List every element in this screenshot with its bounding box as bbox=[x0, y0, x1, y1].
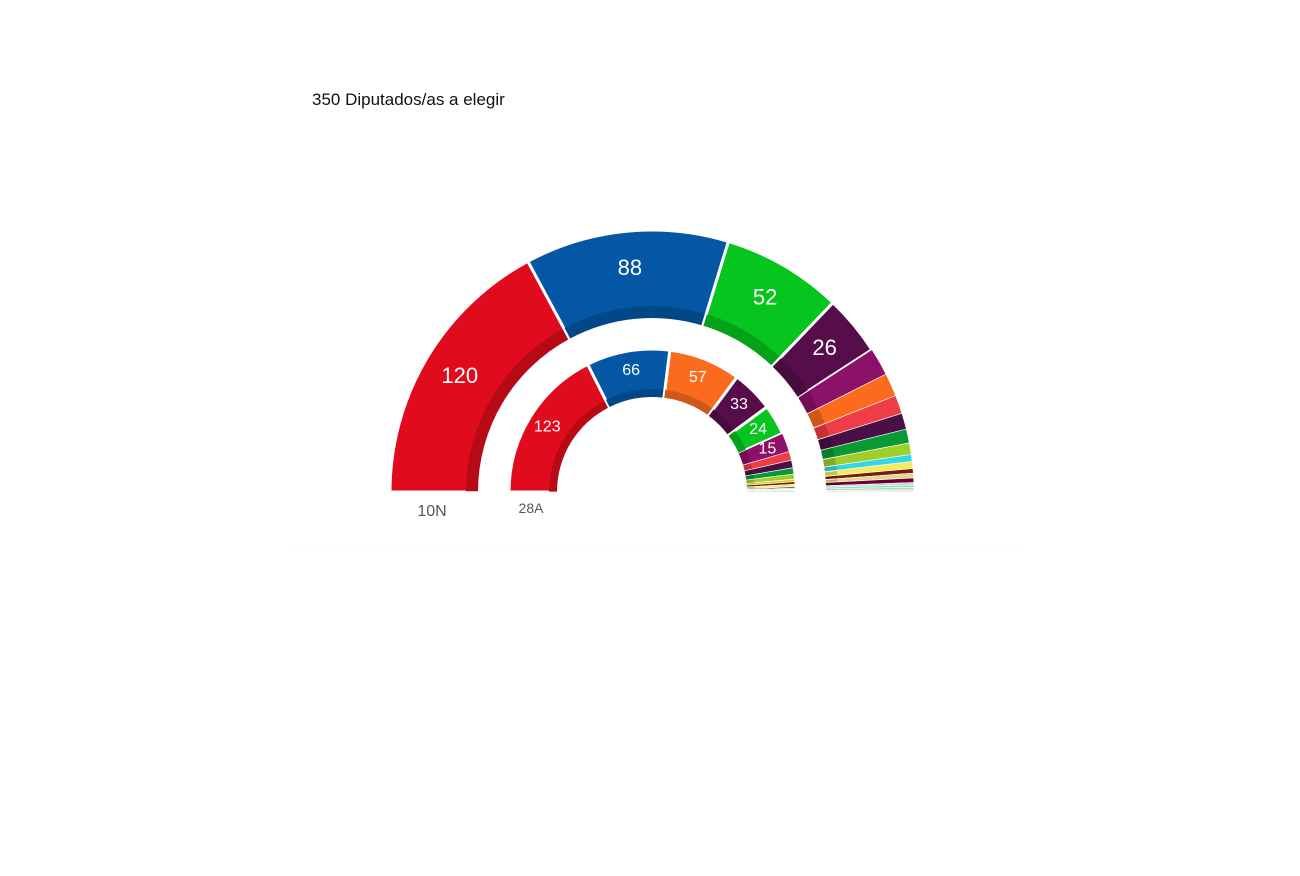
segment-label-10N-3: 26 bbox=[812, 335, 836, 360]
segment-shadow-28A-3 bbox=[708, 409, 735, 436]
segment-shadow-10N-12 bbox=[825, 476, 838, 479]
segment-shadow-10N-11 bbox=[824, 471, 838, 476]
segment-shadow-10N-13 bbox=[825, 479, 838, 482]
chart-baseline bbox=[288, 548, 1018, 551]
segment-label-10N-0: 120 bbox=[441, 363, 478, 388]
segment-shadow-10N-9 bbox=[823, 457, 836, 467]
segment-shadow-10N-14 bbox=[825, 482, 838, 486]
segment-shadow-28A-12 bbox=[746, 486, 755, 489]
segment-shadow-10N-3 bbox=[772, 358, 808, 397]
segment-shadow-28A-9 bbox=[746, 479, 755, 484]
segment-shadow-28A-7 bbox=[744, 469, 754, 476]
segment-shadow-10N-6 bbox=[814, 424, 830, 440]
segment-shadow-10N-10 bbox=[824, 466, 837, 472]
segment-shadow-28A-0 bbox=[549, 400, 609, 492]
ring-label-10N: 10N bbox=[417, 503, 446, 520]
segment-label-28A-4: 24 bbox=[749, 421, 767, 438]
segment-shadow-10N-5 bbox=[807, 408, 825, 428]
segment-shadow-28A-6 bbox=[743, 463, 753, 471]
segment-shadow-28A-1 bbox=[606, 389, 665, 407]
segment-shadow-28A-5 bbox=[738, 450, 751, 465]
segment-label-10N-1: 88 bbox=[618, 255, 642, 280]
segment-shadow-10N-15 bbox=[825, 486, 838, 487]
segment-shadow-10N-0 bbox=[466, 328, 569, 492]
segment-shadow-10N-7 bbox=[818, 436, 833, 450]
segment-shadow-10N-1 bbox=[564, 306, 706, 339]
segment-label-28A-5: 15 bbox=[758, 441, 776, 458]
segment-shadow-10N-4 bbox=[798, 391, 818, 414]
segment-label-28A-1: 66 bbox=[622, 362, 640, 379]
ring-10N: 120 88 52 26 bbox=[388, 228, 915, 494]
segment-label-10N-2: 52 bbox=[753, 284, 777, 309]
segment-shadow-28A-2 bbox=[664, 389, 713, 416]
segment-label-28A-0: 123 bbox=[534, 419, 561, 436]
segment-shadow-10N-8 bbox=[821, 448, 835, 459]
segment-label-28A-3: 33 bbox=[730, 396, 748, 413]
segment-shadow-28A-8 bbox=[745, 474, 755, 480]
segment-28A-16[interactable] bbox=[746, 490, 796, 493]
segment-shadow-28A-4 bbox=[728, 431, 746, 453]
segment-10N-18[interactable] bbox=[825, 489, 915, 493]
segment-label-28A-2: 57 bbox=[689, 369, 707, 386]
segment-shadow-28A-10 bbox=[746, 483, 755, 485]
segment-shadow-28A-11 bbox=[746, 485, 755, 487]
ring-label-28A: 28A bbox=[519, 500, 545, 516]
segment-shadow-10N-2 bbox=[703, 314, 780, 366]
chart-title: 350 Diputados/as a elegir bbox=[312, 90, 505, 109]
